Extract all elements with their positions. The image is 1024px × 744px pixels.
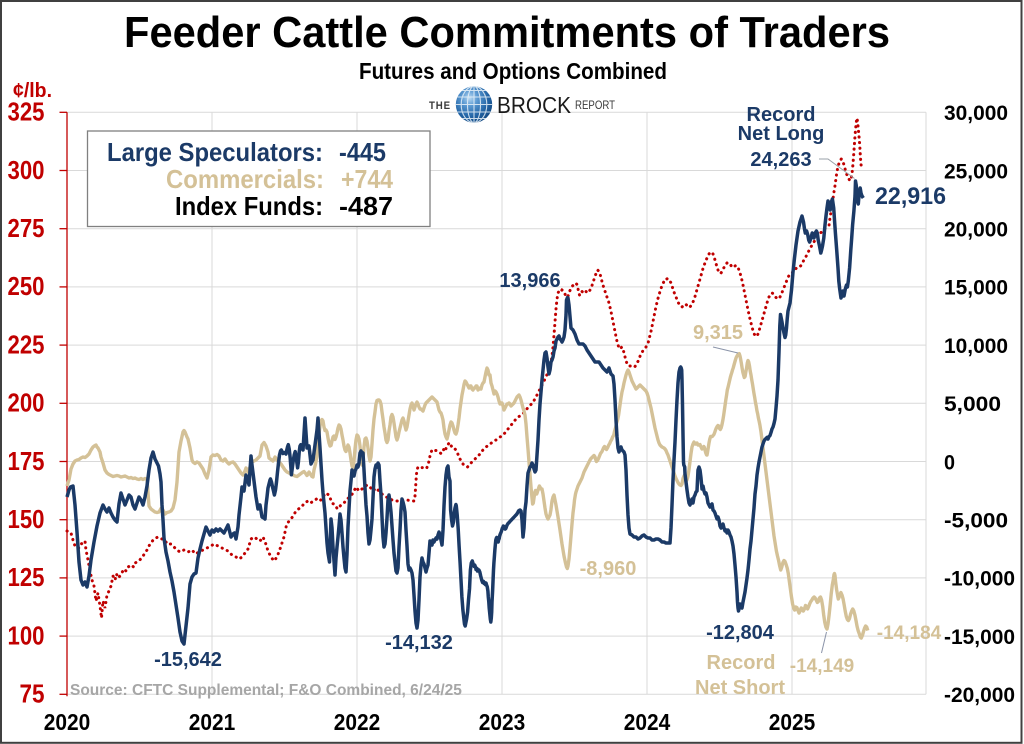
- svg-text:2020: 2020: [44, 709, 91, 735]
- svg-text:-20,000: -20,000: [944, 683, 1015, 707]
- svg-text:-5,000: -5,000: [944, 509, 1008, 533]
- svg-text:325: 325: [8, 99, 45, 127]
- svg-text:Net Long: Net Long: [738, 123, 825, 145]
- svg-text:-487: -487: [339, 191, 393, 221]
- svg-text:+744: +744: [341, 164, 393, 194]
- svg-text:-15,000: -15,000: [944, 625, 1015, 649]
- svg-text:200: 200: [8, 390, 45, 418]
- svg-text:Large Speculators:: Large Speculators:: [107, 137, 323, 167]
- svg-text:22,916: 22,916: [875, 183, 946, 210]
- svg-text:2021: 2021: [189, 709, 236, 735]
- svg-text:24,263: 24,263: [750, 149, 811, 171]
- svg-text:75: 75: [20, 681, 45, 709]
- svg-text:Source: CFTC Supplemental; F&O: Source: CFTC Supplemental; F&O Combined,…: [70, 682, 462, 699]
- svg-text:0: 0: [944, 450, 955, 474]
- svg-text:BROCK: BROCK: [497, 92, 572, 118]
- svg-text:-14,132: -14,132: [385, 632, 453, 654]
- svg-text:-445: -445: [339, 137, 386, 167]
- svg-text:Futures and Options Combined: Futures and Options Combined: [359, 58, 667, 84]
- svg-text:275: 275: [8, 215, 45, 243]
- svg-text:15,000: 15,000: [944, 276, 1008, 300]
- svg-text:175: 175: [8, 448, 45, 476]
- svg-text:30,000: 30,000: [944, 101, 1008, 125]
- svg-text:225: 225: [8, 331, 45, 359]
- svg-text:2023: 2023: [479, 709, 526, 735]
- svg-text:-14,184: -14,184: [877, 623, 942, 644]
- svg-text:-12,804: -12,804: [706, 622, 775, 644]
- svg-text:300: 300: [8, 157, 45, 185]
- svg-text:REPORT: REPORT: [575, 100, 615, 112]
- svg-text:Record: Record: [747, 104, 816, 126]
- svg-text:Commercials:: Commercials:: [166, 164, 324, 194]
- svg-text:2024: 2024: [624, 709, 671, 735]
- svg-text:25,000: 25,000: [944, 159, 1008, 183]
- svg-text:-15,642: -15,642: [154, 649, 222, 671]
- svg-text:250: 250: [8, 273, 45, 301]
- svg-text:Feeder Cattle Commitments of T: Feeder Cattle Commitments of Traders: [124, 8, 890, 57]
- svg-text:Index Funds:: Index Funds:: [175, 191, 323, 221]
- svg-text:-8,960: -8,960: [580, 558, 637, 580]
- svg-text:2025: 2025: [769, 709, 816, 735]
- svg-text:9,315: 9,315: [693, 322, 743, 344]
- svg-text:150: 150: [8, 506, 45, 534]
- svg-text:Record: Record: [707, 652, 776, 674]
- svg-text:13,966: 13,966: [499, 270, 560, 292]
- svg-text:5,000: 5,000: [944, 392, 1001, 416]
- svg-text:-10,000: -10,000: [944, 567, 1015, 591]
- svg-text:-14,149: -14,149: [790, 656, 854, 677]
- svg-text:100: 100: [8, 622, 45, 650]
- svg-text:THE: THE: [429, 100, 451, 112]
- svg-text:125: 125: [8, 564, 45, 592]
- svg-text:¢/lb.: ¢/lb.: [13, 80, 52, 102]
- svg-text:10,000: 10,000: [944, 334, 1008, 358]
- svg-text:20,000: 20,000: [944, 218, 1008, 242]
- svg-text:Net Short: Net Short: [695, 677, 785, 699]
- svg-text:2022: 2022: [334, 709, 381, 735]
